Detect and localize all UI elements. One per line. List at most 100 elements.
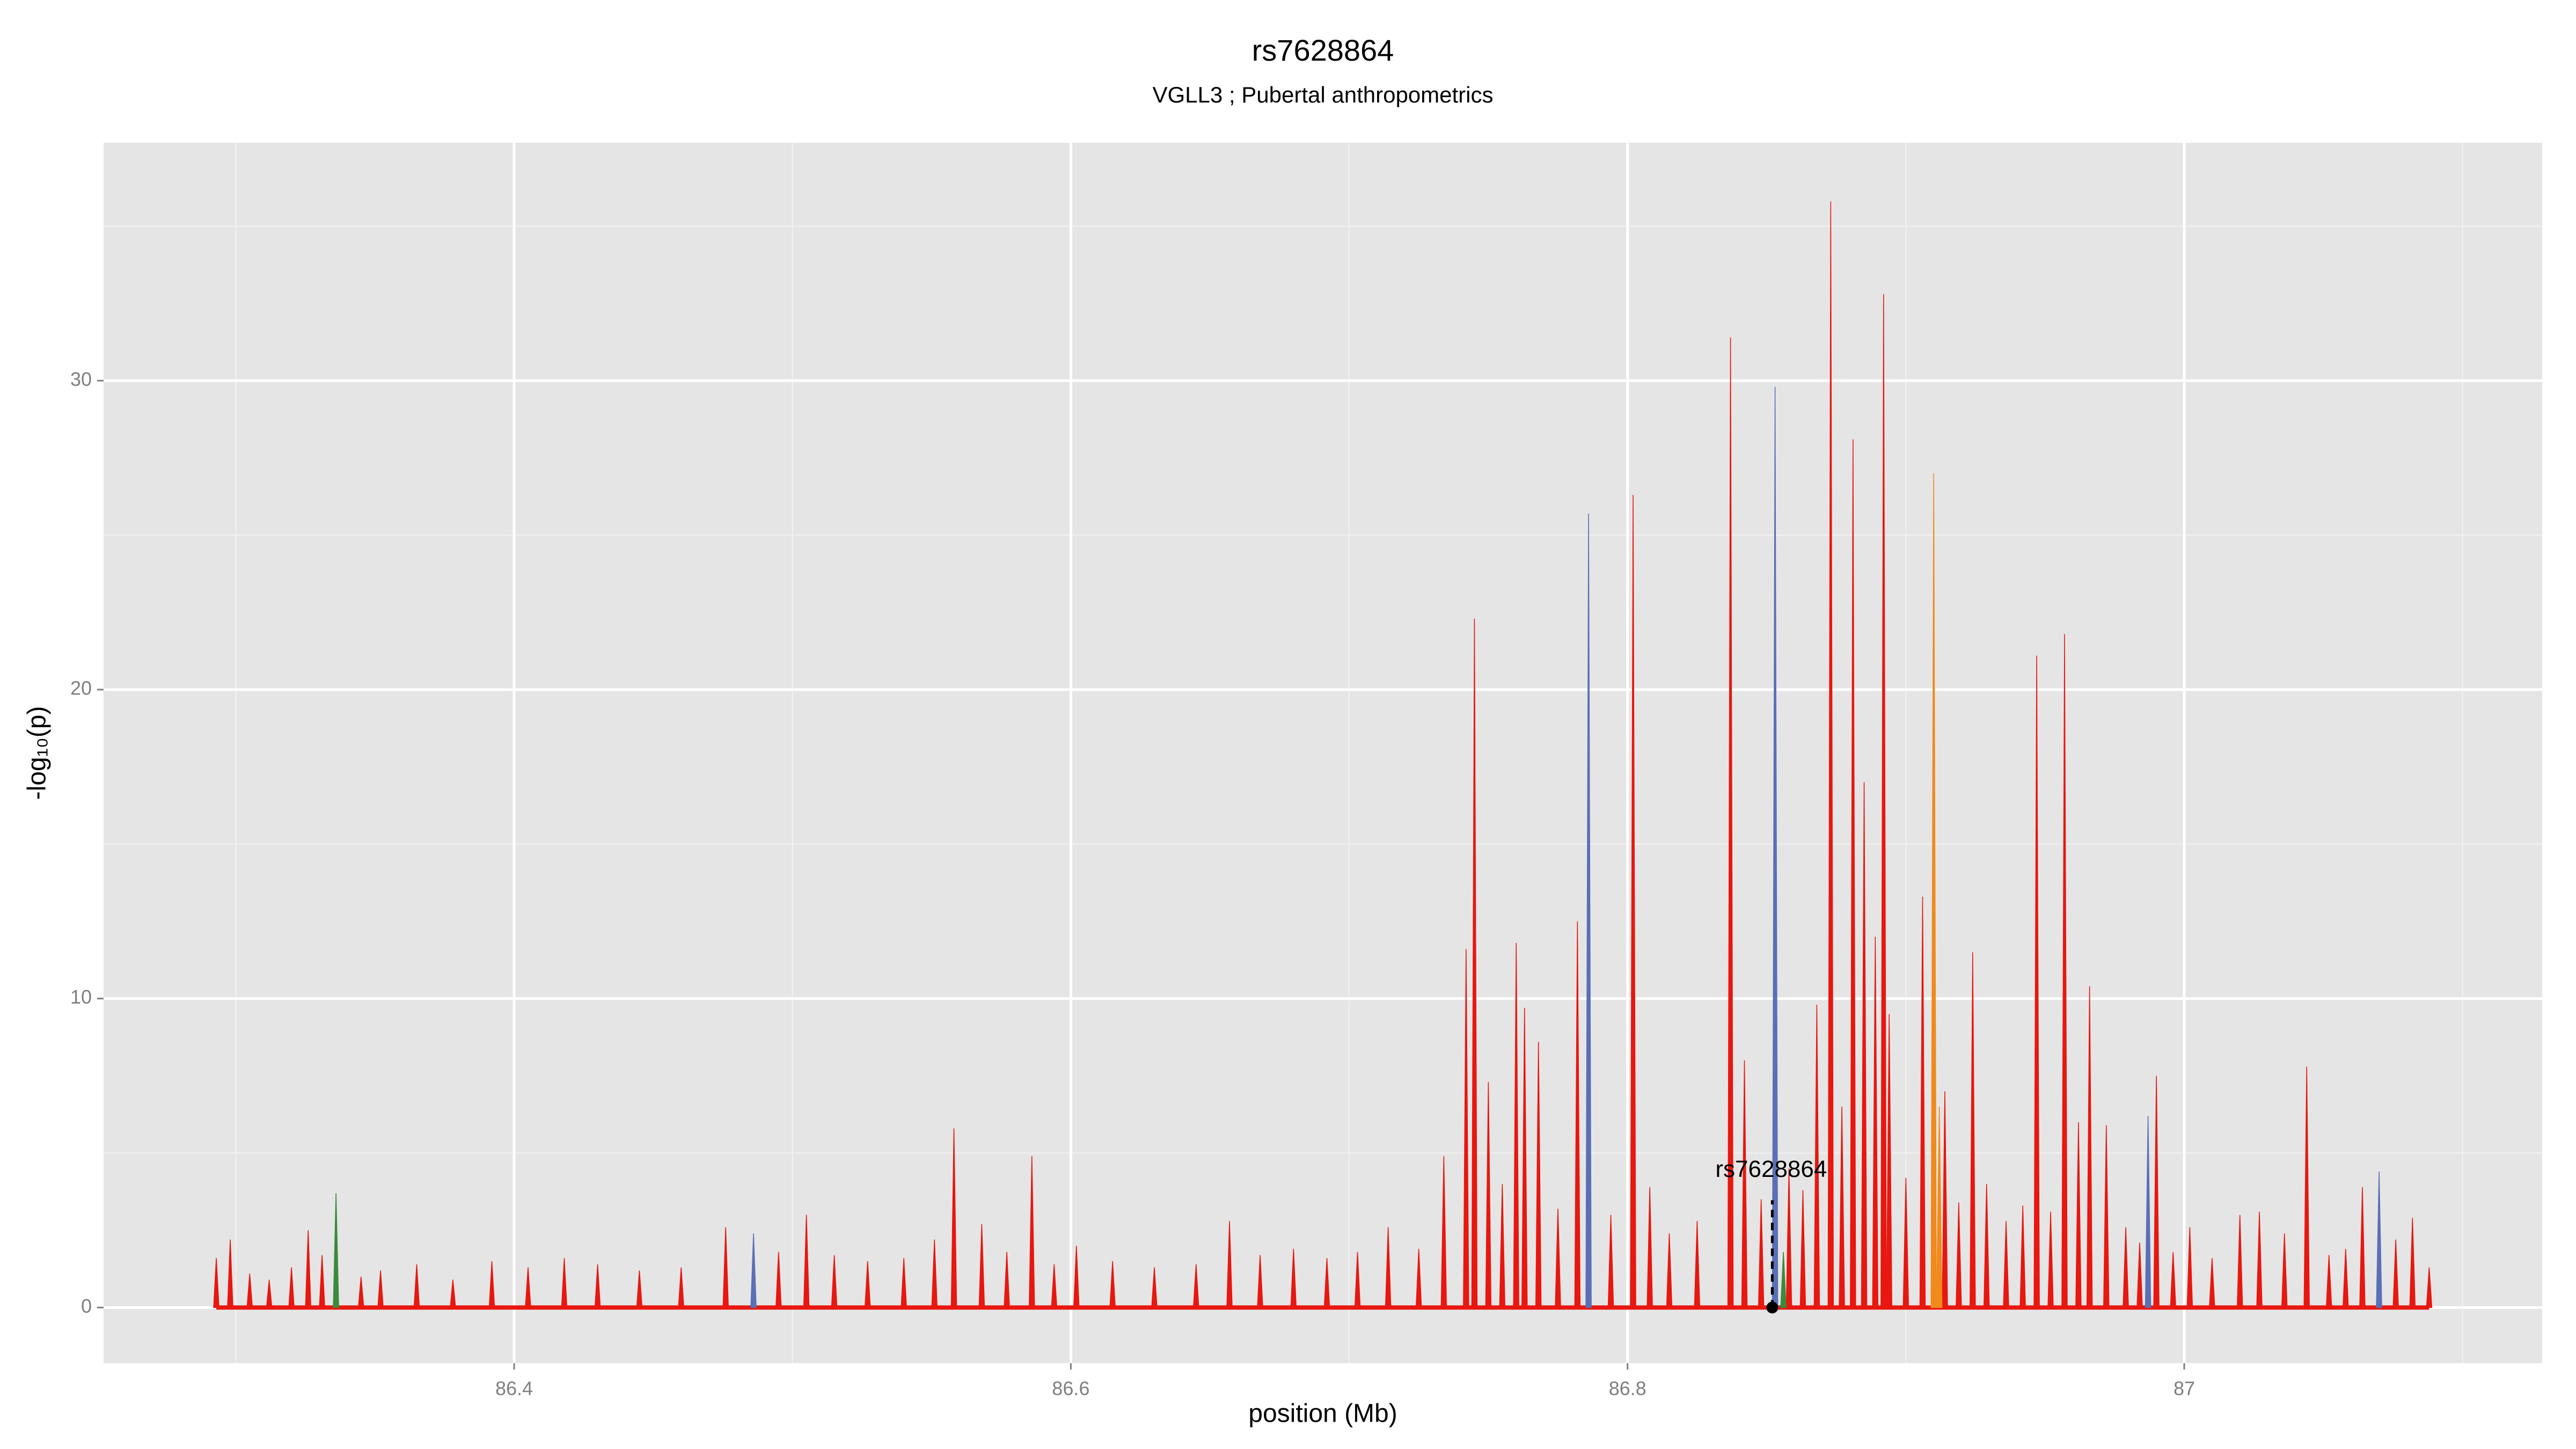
- spike: [1463, 949, 1469, 1308]
- y-axis-label: -log₁₀(p): [23, 706, 52, 800]
- spike: [1630, 495, 1636, 1308]
- spike: [2170, 1252, 2177, 1308]
- spike: [1290, 1248, 1297, 1308]
- spike: [2136, 1242, 2143, 1308]
- x-axis-label: position (Mb): [1248, 1400, 1397, 1428]
- spike: [305, 1230, 311, 1308]
- spike: [978, 1224, 985, 1308]
- spike: [319, 1255, 325, 1308]
- spike: [1226, 1221, 1233, 1308]
- spike: [1471, 618, 1478, 1308]
- spike: [1956, 1202, 1962, 1308]
- spike: [2209, 1258, 2215, 1308]
- spike: [2303, 1066, 2310, 1308]
- spike: [1323, 1258, 1330, 1308]
- spike: [2123, 1227, 2129, 1308]
- spike: [2256, 1211, 2263, 1308]
- y-tick-label: 20: [70, 677, 92, 699]
- spike: [2003, 1221, 2009, 1308]
- annotation-point: [1766, 1301, 1779, 1314]
- spike: [1513, 943, 1519, 1308]
- spike: [1440, 1156, 1447, 1308]
- spike: [1799, 1190, 1806, 1308]
- spike: [2186, 1227, 2193, 1308]
- spike: [1499, 1184, 1506, 1308]
- spike: [1646, 1187, 1653, 1308]
- spike: [1574, 921, 1581, 1308]
- spike: [2409, 1218, 2416, 1308]
- spike: [288, 1267, 295, 1308]
- spike: [2019, 1205, 2026, 1308]
- annotation-label: rs7628864: [1715, 1156, 1827, 1182]
- chart-title: rs7628864: [1252, 33, 1394, 67]
- spike: [722, 1227, 729, 1308]
- spike: [1385, 1227, 1392, 1308]
- spike: [1902, 1177, 1909, 1308]
- spike: [2392, 1239, 2399, 1308]
- spike: [2236, 1214, 2243, 1308]
- spike: [413, 1264, 420, 1308]
- chart-subtitle: VGLL3 ; Pubertal anthropometrics: [1152, 82, 1493, 107]
- spike: [2033, 655, 2040, 1308]
- spike: [1073, 1246, 1080, 1308]
- spike: [1970, 952, 1976, 1308]
- spike: [594, 1264, 601, 1308]
- spike: [1354, 1252, 1361, 1308]
- spike: [1839, 1107, 1845, 1308]
- spike: [1919, 896, 1926, 1308]
- spike: [636, 1270, 643, 1308]
- spike: [1880, 294, 1887, 1308]
- spike: [1930, 473, 1937, 1308]
- spike: [1585, 513, 1592, 1308]
- x-tick-label: 87: [2174, 1378, 2195, 1400]
- spike: [2325, 1255, 2332, 1308]
- spike: [266, 1279, 273, 1308]
- spike: [213, 1258, 219, 1308]
- y-tick-label: 30: [70, 368, 92, 390]
- spike: [1758, 1199, 1765, 1308]
- spike: [1785, 1168, 1792, 1308]
- spike: [1051, 1264, 1058, 1308]
- spike: [1727, 337, 1734, 1308]
- spike: [1942, 1091, 1948, 1308]
- spike: [1936, 1107, 1943, 1308]
- plot-panel: [104, 143, 2542, 1363]
- spike: [525, 1267, 531, 1308]
- spike: [488, 1261, 495, 1308]
- spike: [246, 1273, 253, 1308]
- spike: [950, 1128, 957, 1308]
- spike: [1151, 1267, 1158, 1308]
- spike: [2281, 1233, 2288, 1308]
- spike: [931, 1239, 938, 1308]
- spike: [1827, 201, 1834, 1308]
- spike: [227, 1239, 233, 1308]
- spike: [901, 1258, 907, 1308]
- spike: [1004, 1252, 1010, 1308]
- y-tick-label: 0: [81, 1295, 92, 1317]
- spike: [2047, 1211, 2054, 1308]
- spike: [1983, 1184, 1990, 1308]
- series-red: [213, 201, 2433, 1308]
- series-green: [333, 1193, 1787, 1308]
- spike: [1741, 1060, 1748, 1308]
- spike: [2075, 1122, 2082, 1308]
- spike: [2103, 1125, 2110, 1308]
- spike: [1872, 936, 1879, 1308]
- spike: [2061, 634, 2068, 1308]
- spike: [2426, 1267, 2433, 1308]
- spike: [1521, 1007, 1528, 1308]
- spike: [1555, 1209, 1561, 1308]
- spike: [1607, 1214, 1614, 1308]
- spike: [333, 1193, 339, 1308]
- spike: [1257, 1255, 1263, 1308]
- spike: [1780, 1252, 1787, 1308]
- y-tick-label: 10: [70, 986, 92, 1008]
- x-tick-label: 86.8: [1609, 1378, 1646, 1400]
- spike: [2359, 1187, 2366, 1308]
- spike: [803, 1214, 810, 1308]
- series-blue: [750, 386, 2382, 1308]
- spike: [1666, 1233, 1673, 1308]
- x-tick-label: 86.4: [495, 1378, 533, 1400]
- spike: [775, 1252, 782, 1308]
